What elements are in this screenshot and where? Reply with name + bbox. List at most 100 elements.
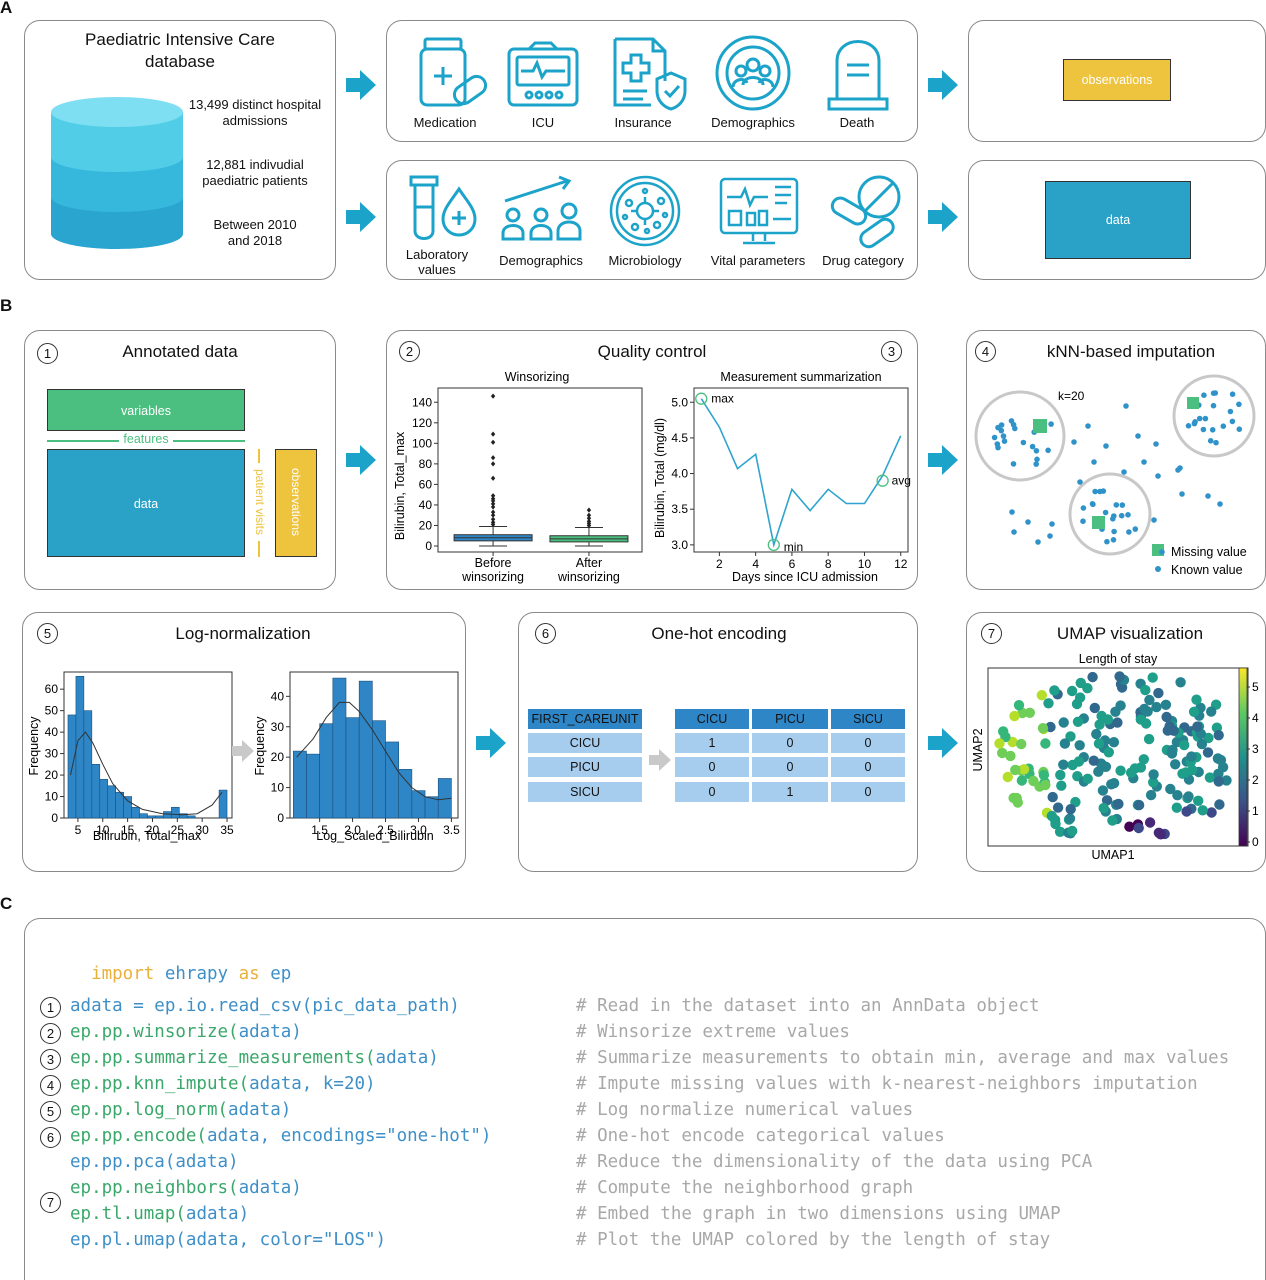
lab-test-tube-icon: [409, 175, 477, 240]
boxplot-ytick-label: 60: [419, 477, 433, 491]
knn-known-point: [1210, 390, 1217, 396]
umap-point: [1172, 790, 1183, 801]
hist-log-bar: [319, 723, 334, 819]
code-comment: # One-hot encode categorical values: [576, 1126, 945, 1146]
umap-point: [1028, 775, 1039, 787]
knn-known-point: [1179, 491, 1185, 497]
code-step-number-4: 4: [40, 1075, 61, 1096]
quality-control-box: 2 3 Quality control: [386, 330, 918, 590]
code-line: ep.pp.pca(adata): [70, 1152, 239, 1172]
umap-point: [1098, 802, 1109, 814]
boxplot-ytick-label: 120: [412, 416, 432, 430]
linechart-frame: [693, 387, 909, 553]
umap-point: [1213, 730, 1224, 741]
knn-known-point: [995, 444, 1001, 451]
tombstone-icon: [827, 40, 889, 111]
hist-log-ytick-label: 30: [271, 720, 285, 734]
code-comment: # Log normalize numerical values: [576, 1100, 914, 1120]
histogram-raw: Frequency Bilirubin, Total_max 0 10 20 30 40…: [27, 671, 234, 843]
code-arguments: adata): [375, 1048, 439, 1068]
database-stat-patients: 12,881 indivudial paediatric patients: [202, 157, 308, 188]
umap-point: [1064, 813, 1076, 824]
knn-known-point: [1196, 415, 1203, 422]
linechart-marker-max: [695, 392, 708, 405]
observations-target-label: observations: [1081, 73, 1153, 87]
boxplot-category-label: After: [576, 556, 602, 570]
database-cylinder-icon: [51, 97, 183, 249]
hist-raw-bar: [186, 815, 196, 819]
knn-known-point: [1113, 502, 1120, 508]
hist-raw-xlabel: Bilirubin, Total_max: [93, 829, 202, 843]
knn-known-point: [1071, 439, 1077, 445]
umap-point: [1075, 677, 1086, 689]
linechart-ytick-label: 3.5: [671, 502, 688, 516]
umap-point: [1058, 759, 1069, 770]
data-block: [1045, 181, 1191, 259]
obs-item-label-medication: Medication: [413, 115, 477, 130]
boxplot-ytick-label: 0: [425, 539, 432, 553]
onehot-cell-2-2: 0: [831, 782, 905, 802]
umap-point: [1175, 677, 1186, 688]
umap-point: [1002, 771, 1013, 783]
umap-point: [1206, 807, 1217, 818]
linechart-marker-avg: [876, 474, 889, 487]
code-step-number-6: 6: [40, 1127, 61, 1148]
knn-known-point: [1126, 529, 1132, 535]
knn-known-point: [1111, 528, 1117, 535]
knn-neighborhood-circle: [1068, 472, 1152, 556]
umap-point: [1108, 737, 1120, 748]
umap-colorbar: [1238, 667, 1248, 847]
onehot-left-cell-1: PICU: [528, 757, 642, 777]
knn-known-point: [1080, 505, 1087, 511]
umap-point: [1074, 692, 1086, 703]
step-number-5: 5: [37, 623, 58, 644]
linechart-xtick-label: 6: [789, 557, 796, 571]
knn-known-point: [1091, 459, 1097, 465]
umap-point: [1074, 740, 1085, 751]
umap-point: [1106, 779, 1117, 790]
umap-point: [1093, 738, 1105, 749]
knn-known-point: [1220, 423, 1227, 429]
knn-known-point: [1100, 488, 1107, 494]
annotated-data-title: Annotated data: [122, 342, 238, 361]
umap-point: [1010, 764, 1021, 776]
umap-point: [1161, 711, 1172, 723]
knn-known-point: [1104, 538, 1110, 545]
umap-frame: [987, 667, 1249, 847]
umap-point: [998, 726, 1009, 737]
hist-raw-xtick-label: 20: [146, 823, 160, 837]
demographics-group-icon: [715, 35, 791, 111]
observations-target-box: observations: [968, 20, 1266, 142]
knn-known-point: [1200, 426, 1207, 433]
umap-point: [1013, 700, 1025, 711]
linechart-marker-min: [767, 538, 780, 552]
linechart-series-line: [700, 398, 902, 549]
onehot-cell-1-1: 0: [752, 757, 828, 777]
hist-raw-ylabel: Frequency: [27, 716, 41, 776]
linechart-xtick-label: 2: [716, 557, 723, 571]
lognorm-title: Log-normalization: [175, 624, 311, 643]
hist-log-ylabel: Frequency: [253, 716, 267, 776]
code-function: ep.pl.umap(: [70, 1230, 186, 1250]
hist-raw-bar: [99, 779, 109, 819]
knn-known-point: [1229, 418, 1236, 425]
code-arguments: adata, k=20): [249, 1074, 376, 1094]
knn-known-point: [1020, 439, 1027, 446]
knn-known-point: [1089, 501, 1096, 507]
umap-point: [1214, 799, 1225, 810]
knn-known-point: [1118, 512, 1125, 519]
arrow-onehot-to-umap: [928, 728, 958, 758]
code-arguments: adata, encodings="one-hot"): [206, 1126, 492, 1146]
data-item-label-demographics: Demographics: [499, 253, 583, 268]
umap-plot-title: Length of stay: [1079, 652, 1158, 666]
code-comment: # Read in the dataset into an AnnData ob…: [576, 996, 1040, 1016]
variables-block: [47, 389, 245, 431]
umap-point: [1186, 751, 1197, 762]
hist-log-bar: [306, 753, 320, 819]
knn-known-point: [1121, 469, 1127, 475]
linechart-ytick-label: 3.0: [671, 538, 688, 552]
boxplot-outlier: [490, 504, 496, 510]
umap-point: [1133, 822, 1144, 834]
arrow-quality-to-knn: [928, 445, 958, 475]
boxplot-category-label: winsorizing: [461, 570, 524, 584]
